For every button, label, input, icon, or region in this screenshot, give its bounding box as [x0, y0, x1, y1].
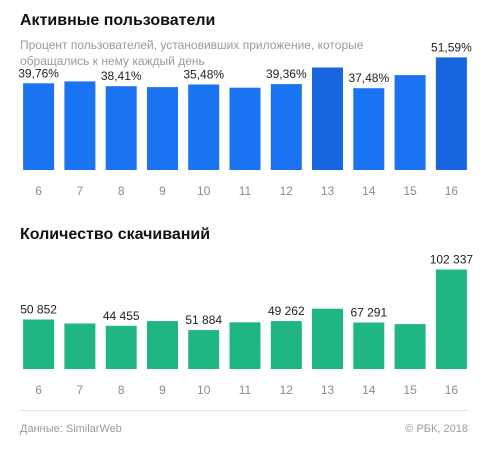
x-tick-8: 8: [118, 383, 125, 397]
x-tick-8: 8: [118, 184, 125, 198]
data-label-14: 37,48%: [348, 71, 389, 85]
bar-12: [270, 84, 302, 170]
x-tick-10: 10: [197, 184, 211, 198]
chart-title-downloads: Количество скачиваний: [20, 226, 211, 243]
bar-13: [312, 308, 343, 369]
x-tick-6: 6: [35, 184, 42, 198]
x-tick-11: 11: [239, 383, 252, 397]
bar-7: [64, 323, 96, 369]
data-label-14: 67 291: [350, 306, 387, 320]
bar-10: [188, 84, 220, 170]
bar-15: [394, 75, 426, 170]
bar-14: [353, 322, 385, 369]
bar-14: [353, 88, 385, 170]
data-label-8: 38,41%: [101, 69, 142, 83]
data-label-8: 44 455: [103, 309, 140, 323]
x-tick-7: 7: [77, 383, 84, 397]
x-tick-13: 13: [321, 184, 335, 198]
downloads-chart: 50 852 6 7 44 455 8 9 51 884 10 11 49 262 12 13 67 2…: [20, 253, 474, 398]
data-label-12: 49 262: [268, 304, 305, 318]
x-tick-9: 9: [159, 184, 166, 198]
active-users-chart: 39,76% 6 7 38,41% 8 9 35,48% 10 11 39,36% 12 13 37,4…: [18, 40, 472, 198]
bar-11: [229, 87, 261, 170]
x-tick-16: 16: [445, 383, 459, 397]
x-tick-15: 15: [403, 383, 417, 397]
bar-7: [64, 81, 96, 170]
bar-15: [394, 324, 426, 369]
bar-13: [312, 67, 343, 170]
bar-8: [105, 86, 137, 170]
bar-6: [23, 319, 55, 369]
data-label-6: 50 852: [20, 303, 57, 317]
chart-subtitle-active-users: Процент пользователей, установивших прил…: [20, 38, 364, 68]
data-label-12: 39,36%: [266, 67, 307, 81]
x-tick-10: 10: [197, 383, 211, 397]
bar-12: [270, 321, 302, 369]
bar-16: [435, 269, 467, 369]
x-tick-12: 12: [280, 383, 294, 397]
footer-divider: [20, 410, 468, 411]
x-tick-16: 16: [445, 184, 459, 198]
bar-8: [105, 325, 137, 369]
data-label-16: 102 337: [430, 253, 474, 267]
x-tick-6: 6: [35, 383, 42, 397]
bar-11: [229, 322, 261, 369]
x-tick-9: 9: [159, 383, 166, 397]
chart-title-active-users: Активные пользователи: [20, 12, 216, 29]
data-label-16: 51,59%: [431, 40, 472, 54]
copyright: © РБК, 2018: [405, 423, 468, 435]
bar-16: [435, 57, 467, 170]
data-label-6: 39,76%: [18, 66, 59, 80]
x-tick-15: 15: [403, 184, 417, 198]
data-label-10: 51 884: [185, 313, 222, 327]
x-tick-14: 14: [362, 383, 376, 397]
x-tick-7: 7: [77, 184, 84, 198]
bar-6: [23, 83, 55, 170]
bar-9: [147, 321, 178, 369]
bar-10: [188, 330, 220, 369]
x-tick-14: 14: [362, 184, 376, 198]
data-label-10: 35,48%: [183, 68, 224, 82]
x-tick-12: 12: [280, 184, 294, 198]
x-tick-11: 11: [239, 184, 252, 198]
x-tick-13: 13: [321, 383, 335, 397]
bar-9: [147, 87, 178, 170]
data-source: Данные: SimilarWeb: [20, 423, 122, 435]
